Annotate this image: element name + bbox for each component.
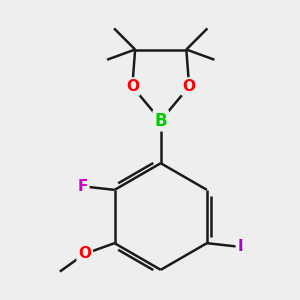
Text: O: O — [126, 79, 139, 94]
Text: B: B — [154, 112, 167, 130]
Text: O: O — [183, 79, 196, 94]
Text: O: O — [78, 246, 91, 261]
Text: I: I — [237, 239, 243, 254]
Text: F: F — [77, 179, 88, 194]
